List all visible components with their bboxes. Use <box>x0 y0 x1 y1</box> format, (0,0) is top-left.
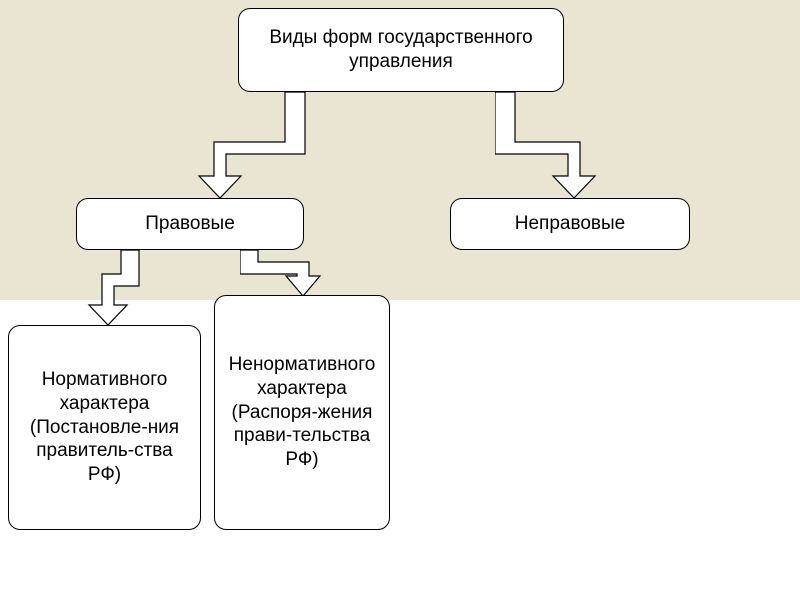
node-nepravovye-text: Неправовые <box>515 212 625 236</box>
node-main-text: Виды форм государственного управления <box>251 26 551 74</box>
arrow-main-to-nepravovye <box>495 92 605 200</box>
node-normative: Нормативного характера (Постановле-ния п… <box>8 325 201 530</box>
arrow-main-to-pravovye <box>190 92 320 200</box>
arrow-pravovye-to-normative <box>86 250 146 327</box>
node-pravovye-text: Правовые <box>145 212 235 236</box>
node-pravovye: Правовые <box>76 198 304 250</box>
arrow-pravovye-to-nonnormative <box>240 250 322 298</box>
node-main: Виды форм государственного управления <box>238 8 564 92</box>
node-nonnormative-text: Ненормативного характера (Распоря-жения … <box>227 353 377 472</box>
node-normative-text: Нормативного характера (Постановле-ния п… <box>21 368 188 487</box>
node-nonnormative: Ненормативного характера (Распоря-жения … <box>214 295 390 530</box>
node-nepravovye: Неправовые <box>450 198 690 250</box>
